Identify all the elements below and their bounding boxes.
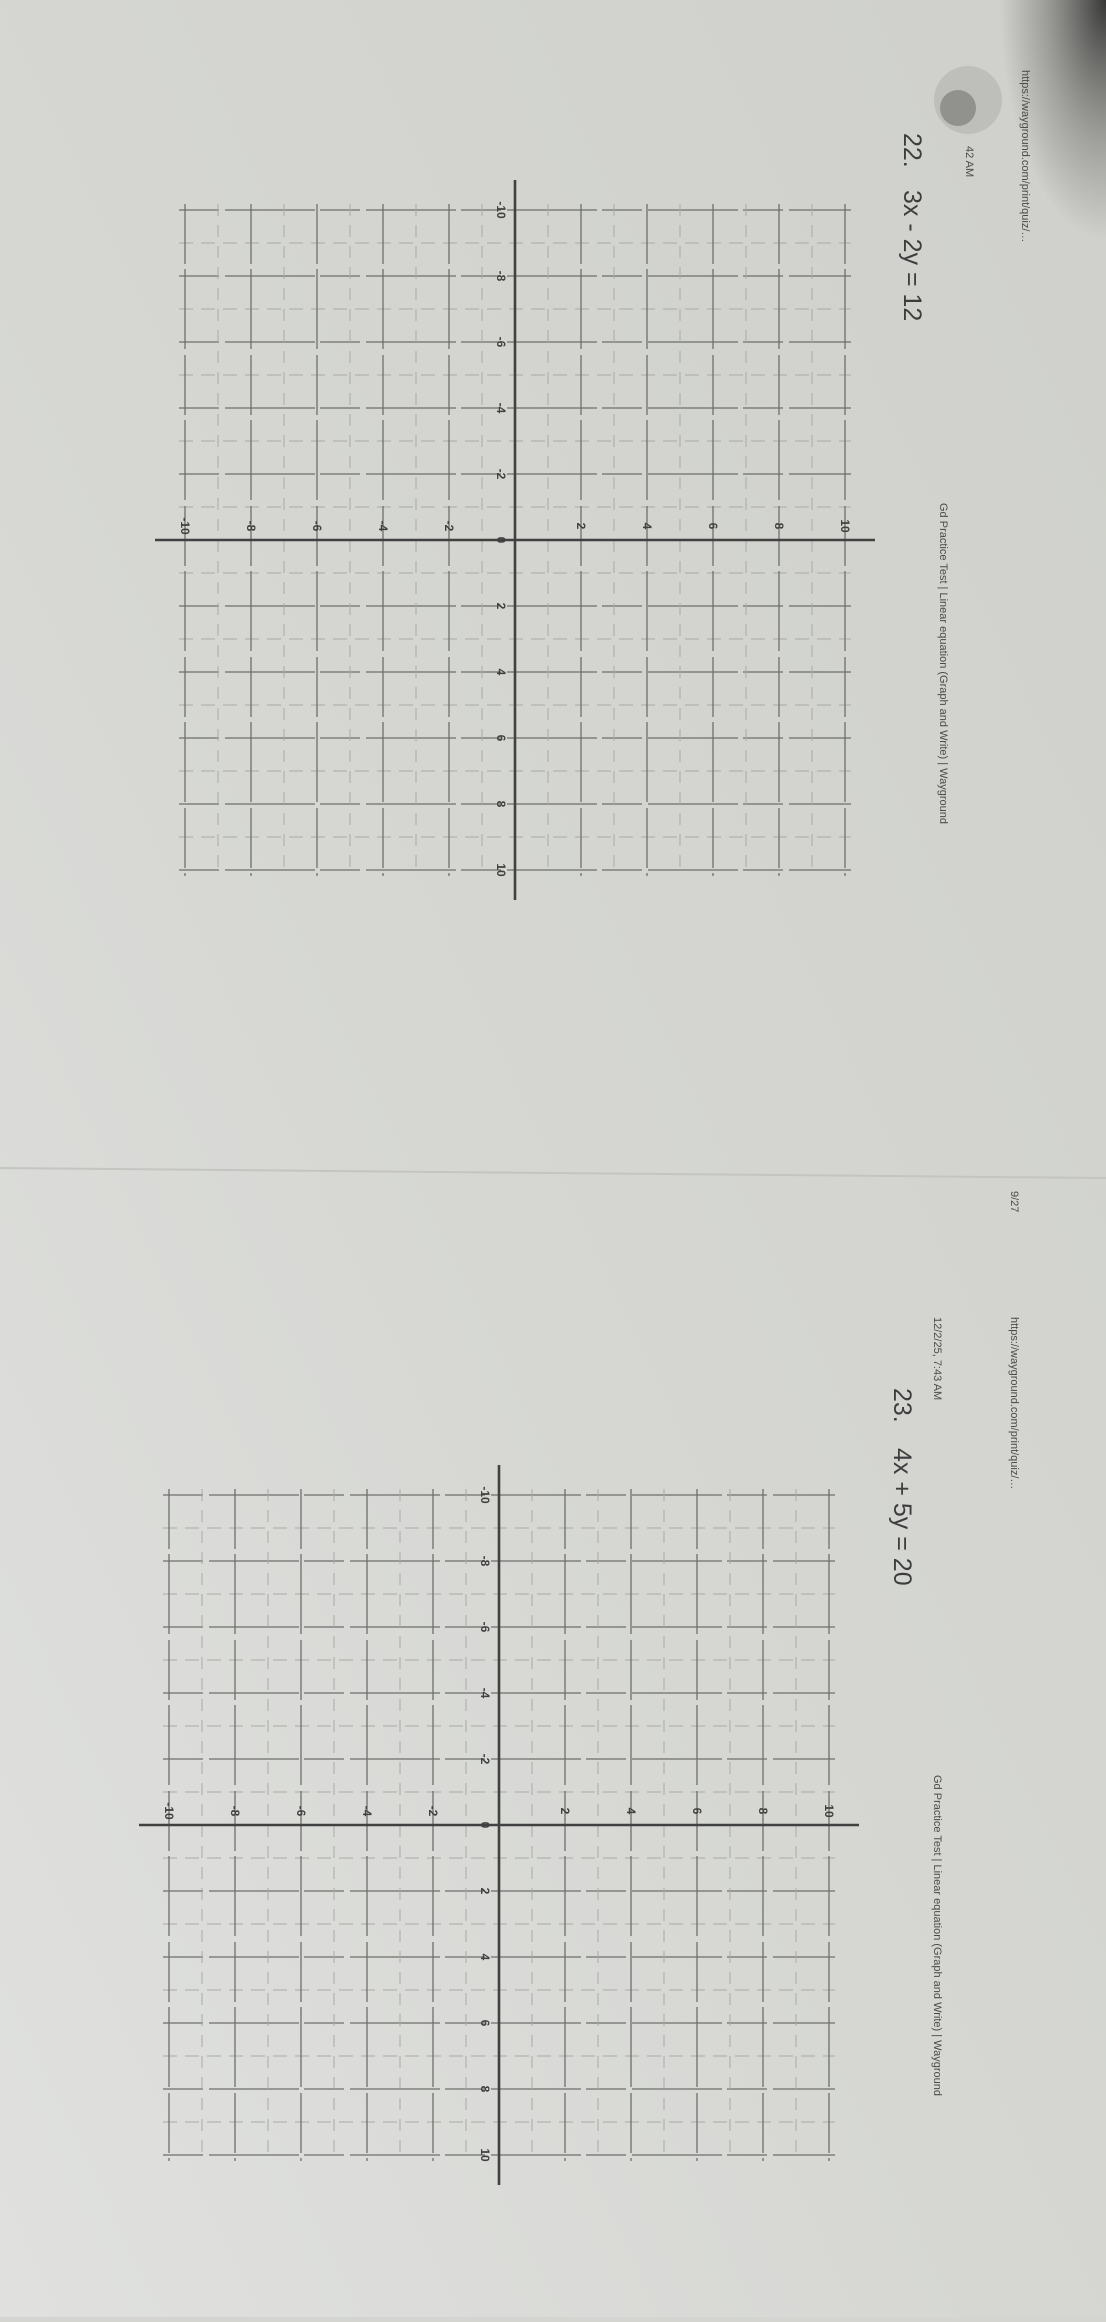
- y-tick-label: -2: [442, 521, 456, 532]
- x-tick-label: -8: [478, 1556, 492, 1567]
- y-tick-label: -10: [178, 517, 192, 535]
- x-tick-label: 4: [494, 669, 508, 676]
- page-break-line: [0, 1167, 1106, 1179]
- x-tick-label: -6: [494, 337, 508, 348]
- coordinate-grid-23[interactable]: -10 -8 -6 -4 -2 0 2 4 6 8 10 -10 -8 -6 -4 -2 2 4 6 8 10: [139, 1465, 859, 2185]
- question-number: 22.: [898, 133, 926, 168]
- x-tick-label: 0: [494, 537, 508, 544]
- logo-mark-icon: [940, 90, 976, 126]
- x-tick-label: -10: [478, 1486, 492, 1504]
- x-tick-label: 8: [494, 801, 508, 808]
- y-tick-label: 2: [558, 1808, 572, 1815]
- x-tick-label: 0: [478, 1822, 492, 1829]
- page-title: Gd Practice Test | Linear equation (Grap…: [937, 503, 949, 824]
- question-number: 23.: [888, 1388, 916, 1423]
- question-equation: 4x + 5y = 20: [888, 1448, 916, 1586]
- y-tick-label: 6: [690, 1808, 704, 1815]
- y-tick-label: 6: [706, 523, 720, 530]
- page-url: https://wayground.com/print/quiz/…: [1019, 70, 1031, 242]
- shadow-corner: [1000, 0, 1106, 240]
- x-tick-label: -2: [494, 469, 508, 480]
- y-tick-label: -4: [360, 1806, 374, 1817]
- page-url: https://wayground.com/print/quiz/…: [1008, 1317, 1020, 1489]
- y-tick-label: 10: [822, 1804, 836, 1818]
- x-tick-label: 6: [478, 2020, 492, 2027]
- y-tick-label: -8: [244, 521, 258, 532]
- page-number: 9/27: [1008, 1191, 1020, 1212]
- y-tick-label: -10: [162, 1802, 176, 1820]
- x-tick-label: 10: [478, 2148, 492, 2162]
- y-tick-label: 10: [838, 519, 852, 533]
- x-tick-label: 8: [478, 2086, 492, 2093]
- y-tick-label: 2: [574, 523, 588, 530]
- timestamp: 12/2/25, 7:43 AM: [931, 1317, 943, 1400]
- y-tick-label: 4: [640, 523, 654, 530]
- timestamp: 42 AM: [963, 146, 975, 177]
- page-1-header: https://wayground.com/print/quiz/… 42 AM…: [898, 66, 1031, 824]
- x-tick-label: 6: [494, 735, 508, 742]
- x-tick-label: 2: [494, 603, 508, 610]
- y-tick-label: 8: [756, 1808, 770, 1815]
- y-tick-label: -8: [228, 1806, 242, 1817]
- x-tick-label: 2: [478, 1888, 492, 1895]
- y-tick-label: 4: [624, 1808, 638, 1815]
- x-tick-label: -4: [478, 1688, 492, 1699]
- page-2-header: 9/27 https://wayground.com/print/quiz/… …: [888, 1191, 1020, 2096]
- x-tick-label: -10: [494, 201, 508, 219]
- y-tick-label: -2: [426, 1806, 440, 1817]
- y-tick-label: 8: [772, 523, 786, 530]
- coordinate-grid-22[interactable]: -10 -8 -6 -4 -2 0 2 4 6 8 10 -10 -8 -6 -4 -2 2 4 6 8 10: [155, 180, 875, 900]
- x-tick-label: -4: [494, 403, 508, 414]
- x-tick-label: 4: [478, 1954, 492, 1961]
- y-tick-label: -6: [294, 1806, 308, 1817]
- question-equation: 3x - 2y = 12: [898, 190, 926, 321]
- y-tick-label: -4: [376, 521, 390, 532]
- x-tick-label: -6: [478, 1622, 492, 1633]
- x-tick-label: -8: [494, 271, 508, 282]
- x-tick-label: 10: [494, 863, 508, 877]
- x-tick-label: -2: [478, 1754, 492, 1765]
- page-title: Gd Practice Test | Linear equation (Grap…: [931, 1775, 943, 2096]
- y-tick-label: -6: [310, 521, 324, 532]
